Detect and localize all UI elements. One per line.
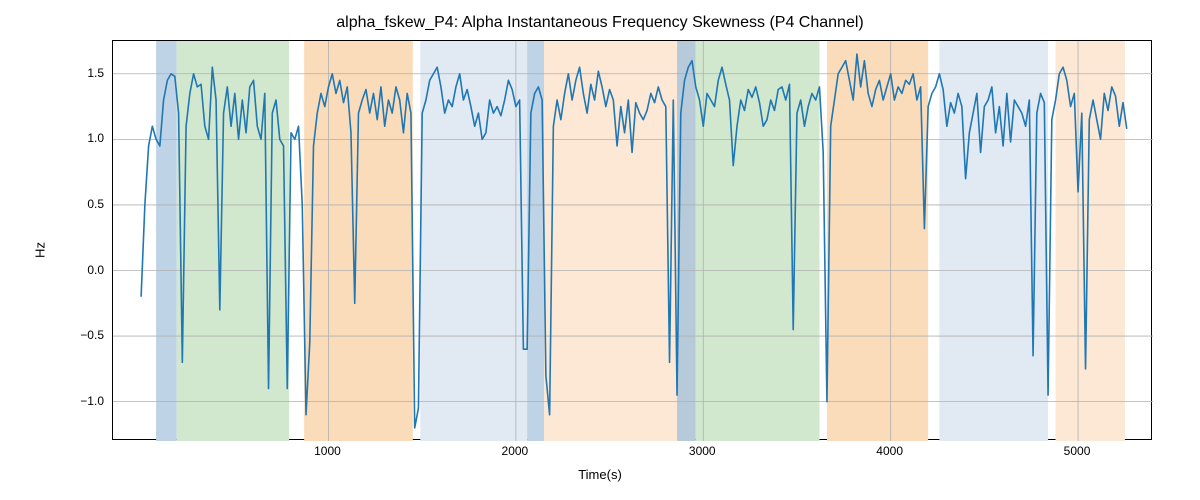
y-axis-label: Hz bbox=[33, 242, 48, 258]
y-tick-label: −1.0 bbox=[72, 394, 104, 408]
y-tick-label: −0.5 bbox=[72, 328, 104, 342]
background-band bbox=[703, 41, 819, 441]
plot-svg bbox=[113, 41, 1153, 441]
background-band bbox=[827, 41, 928, 441]
y-tick-label: 0.5 bbox=[72, 197, 104, 211]
plot-area bbox=[112, 40, 1152, 440]
background-band bbox=[156, 41, 177, 441]
background-band bbox=[177, 41, 289, 441]
background-band bbox=[1056, 41, 1125, 441]
figure: alpha_fskew_P4: Alpha Instantaneous Freq… bbox=[0, 0, 1200, 500]
x-tick-label: 5000 bbox=[1064, 444, 1091, 458]
x-tick-label: 2000 bbox=[502, 444, 529, 458]
background-band bbox=[304, 41, 413, 441]
y-tick-label: 1.0 bbox=[72, 131, 104, 145]
y-tick-label: 0.0 bbox=[72, 263, 104, 277]
y-tick-label: 1.5 bbox=[72, 66, 104, 80]
x-tick-label: 4000 bbox=[876, 444, 903, 458]
x-tick-label: 1000 bbox=[314, 444, 341, 458]
chart-title: alpha_fskew_P4: Alpha Instantaneous Freq… bbox=[0, 14, 1200, 32]
x-tick-label: 3000 bbox=[689, 444, 716, 458]
x-axis-label: Time(s) bbox=[0, 467, 1200, 482]
background-band bbox=[420, 41, 527, 441]
